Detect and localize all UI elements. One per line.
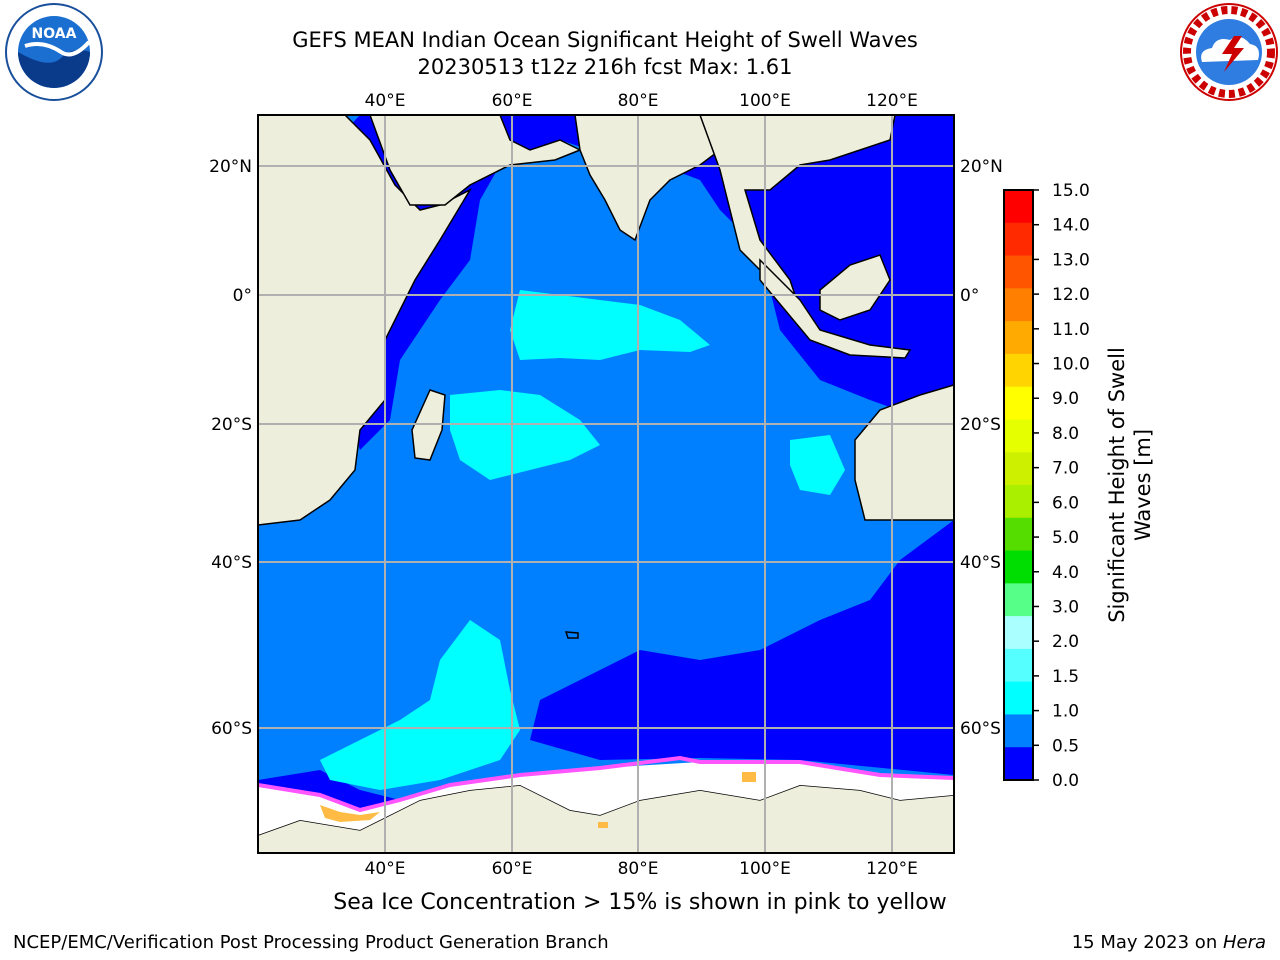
colorbar-tick-label: 0.5 [1052,736,1079,756]
high-swell-east [790,435,845,495]
lat-tick-left-20n: 20°N [209,157,252,177]
colorbar-tick-label: 5.0 [1052,528,1079,548]
colorbar-label-line1: Significant Height of Swell [1105,347,1129,623]
noaa-logo: NOAA [5,3,103,101]
high-swell-central [510,290,710,360]
map-frame [257,114,955,854]
colorbar-frame [1003,189,1034,781]
footer-credit: NCEP/EMC/Verification Post Processing Pr… [13,932,609,953]
colorbar-tick-label: 1.5 [1052,667,1079,687]
australia-land [854,384,954,521]
map-title: GEFS MEAN Indian Ocean Significant Heigh… [292,28,918,52]
sea-ice-edge [258,755,954,813]
colorbar-segment [1004,386,1033,420]
graticule [258,115,954,853]
noaa-logo-text: NOAA [32,26,77,42]
colorbar-tick-label: 0.0 [1052,771,1079,791]
lat-tick-right-20s: 20°S [960,415,1001,435]
colorbar-tick-label: 1.0 [1052,702,1079,722]
colorbar-segment [1004,255,1033,289]
colorbar-segment [1004,353,1033,388]
colorbar-segment [1004,747,1033,781]
colorbar-segment [1004,452,1033,486]
colorbar-tick-label: 4.0 [1052,563,1079,583]
colorbar-tick-label: 3.0 [1052,597,1079,617]
colorbar-segment [1004,583,1033,617]
colorbar-label-line2: Waves [m] [1131,429,1155,541]
colorbar-tick-label: 2.0 [1052,632,1079,652]
colorbar-segment [1004,681,1033,715]
footer-date-text: 15 May 2023 on [1071,932,1223,953]
colorbar-segment [1004,288,1033,322]
colorbar-tick-label: 13.0 [1052,250,1090,270]
southeast-asia-land [699,115,896,311]
colorbar-tick-label: 11.0 [1052,320,1090,340]
colorbar-segment [1004,550,1033,584]
lon-tick-bottom-60e: 60°E [492,859,533,879]
colorbar-tick-label: 12.0 [1052,285,1090,305]
colorbar-segment [1004,714,1033,748]
high-swell-south [320,620,520,790]
lon-tick-top-80e: 80°E [618,91,659,111]
lon-tick-top-40e: 40°E [365,91,406,111]
nws-logo [1180,3,1278,101]
sea-ice-caption: Sea Ice Concentration > 15% is shown in … [333,890,947,915]
arabia-land [369,115,582,206]
colorbar-segment [1004,321,1033,355]
low-swell-southeast [530,520,954,775]
colorbar-tick-label: 8.0 [1052,424,1079,444]
colorbar-tick-label: 14.0 [1052,216,1090,236]
lat-tick-right-40s: 40°S [960,553,1001,573]
lat-tick-left-0: 0° [233,286,252,306]
lat-tick-left-60s: 60°S [211,719,252,739]
colorbar-segment [1004,419,1033,453]
colorbar-segment [1004,222,1033,257]
lon-tick-bottom-40e: 40°E [365,859,406,879]
lon-tick-bottom-120e: 120°E [866,859,918,879]
lon-tick-bottom-100e: 100°E [739,859,791,879]
colorbar-tick-label: 6.0 [1052,493,1079,513]
sumatra-java-land [759,258,912,359]
colorbar-tick-label: 15.0 [1052,181,1090,201]
colorbar-segment [1004,190,1033,224]
lon-tick-bottom-80e: 80°E [618,859,659,879]
lat-tick-right-0: 0° [960,286,979,306]
lat-tick-right-20n: 20°N [960,157,1003,177]
high-swell-west [450,390,600,480]
kerguelen-island [564,631,579,639]
colorbar-segment [1004,517,1033,552]
lat-tick-left-20s: 20°S [211,415,252,435]
colorbar-segment [1004,485,1033,519]
colorbar-tick-label: 7.0 [1052,459,1079,479]
map-subtitle: 20230513 t12z 216h fcst Max: 1.61 [417,55,793,79]
colorbar-tick-label: 10.0 [1052,355,1090,375]
footer-machine: Hera [1222,932,1266,953]
colorbar-label: Significant Height of Swell Waves [m] [1105,347,1155,623]
colorbar-segment [1004,648,1033,683]
colorbar: 15.0 14.0 13.0 12.0 11.0 10.0 9.0 8.0 7.0 6.0 5.0 4… [1003,181,1090,791]
lon-tick-top-120e: 120°E [866,91,918,111]
colorbar-segment [1004,616,1033,650]
colorbar-tick-label: 9.0 [1052,389,1079,409]
sea-ice-band [258,762,954,835]
lat-tick-right-60s: 60°S [960,719,1001,739]
footer-date: 15 May 2023 on Hera [1072,932,1266,953]
lon-tick-top-60e: 60°E [492,91,533,111]
lat-tick-left-40s: 40°S [211,553,252,573]
lon-tick-top-100e: 100°E [739,91,791,111]
